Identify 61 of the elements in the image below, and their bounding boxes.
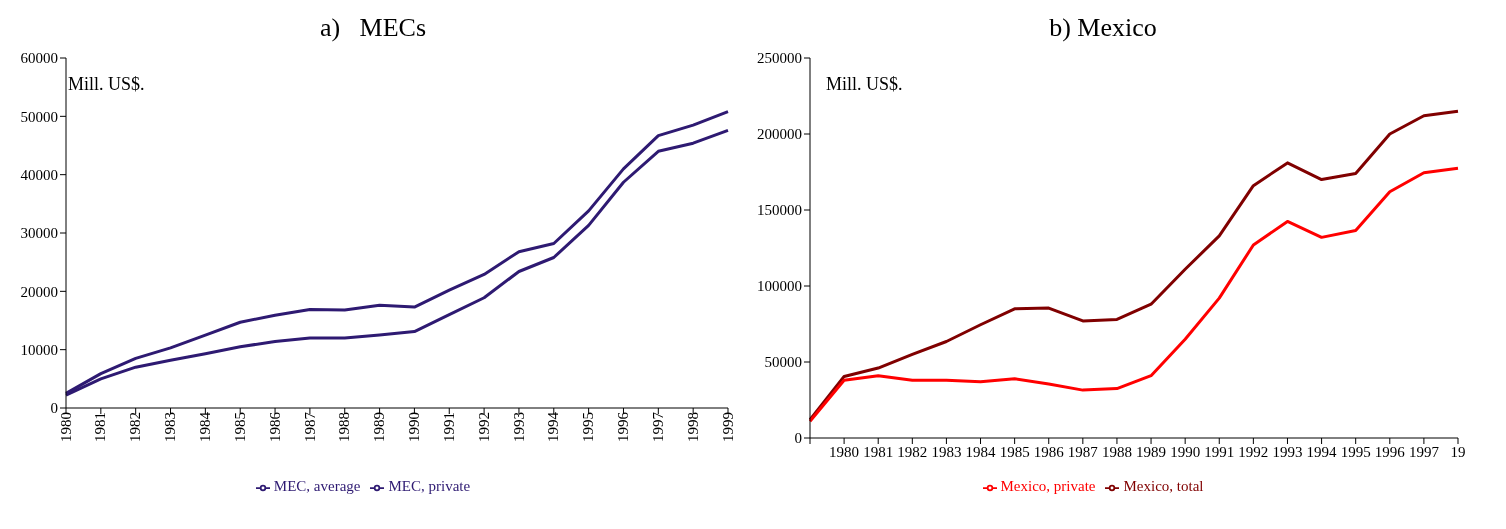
x-tick-label: 1992 (1238, 443, 1269, 460)
x-tick-label: 1990 (406, 412, 423, 442)
x-tick-label: 1980 (57, 412, 74, 442)
line-series (808, 166, 1460, 423)
legend-label: MEC, average (273, 478, 361, 494)
x-tick-label: 1993 (1272, 443, 1303, 460)
y-tick-label: 250000 (757, 50, 802, 67)
y-tick-label: 20000 (20, 283, 58, 300)
x-tick-label: 1986 (266, 411, 283, 442)
legend-label: Mexico, private (1000, 478, 1096, 494)
y-tick-label: 150000 (757, 202, 802, 219)
y-tick-label: 200000 (757, 126, 802, 143)
x-tick-label: 1998 (684, 412, 701, 442)
chart-title: b) Mexico (1048, 12, 1158, 44)
x-tick-label: 1987 (301, 411, 318, 442)
x-tick-label: 1983 (162, 412, 179, 442)
x-tick-label: 1997 (1408, 443, 1440, 460)
x-tick-label: 1999 (719, 412, 736, 442)
x-tick-label: 1995 (1340, 443, 1371, 460)
x-tick-label: 1981 (863, 443, 894, 460)
annotation: Mill. US$. (68, 74, 145, 95)
x-tick-label: 1990 (1170, 443, 1201, 460)
x-tick-label: 1996 (1374, 443, 1406, 460)
y-tick-label: 10000 (20, 341, 58, 358)
x-tick-label: 1991 (1204, 443, 1235, 460)
x-tick-label: 1988 (336, 412, 353, 442)
x-tick-label: 1996 (615, 411, 632, 442)
x-tick-label: 1985 (999, 443, 1030, 460)
x-tick-label: 1995 (580, 412, 597, 442)
x-tick-label: 1988 (1101, 443, 1132, 460)
x-tick-label: 1982 (897, 443, 928, 460)
x-tick-label: 1986 (1033, 443, 1065, 460)
x-tick-label: 1985 (231, 412, 248, 442)
x-tick-label: 1987 (1067, 443, 1099, 460)
annotation: Mill. US$. (826, 74, 903, 95)
y-tick-label: 0 (50, 400, 58, 417)
x-tick-label: 1981 (92, 412, 109, 442)
x-tick-label: 1989 (371, 412, 388, 442)
x-tick-label: 1992 (475, 412, 492, 442)
x-tick-label: 1993 (510, 412, 527, 442)
x-tick-label: 1991 (440, 412, 457, 442)
x-tick-label: 1984 (965, 443, 997, 460)
x-tick-label: 1982 (127, 412, 144, 442)
x-tick-label: 1984 (197, 411, 214, 442)
x-tick-label: 19 (1450, 443, 1466, 460)
y-tick-label: 0 (794, 430, 802, 447)
x-tick-label: 1980 (829, 443, 860, 460)
x-tick-label: 1989 (1136, 443, 1167, 460)
x-tick-label: 1994 (1306, 443, 1338, 460)
y-tick-label: 100000 (757, 278, 802, 295)
y-tick-label: 30000 (20, 225, 58, 242)
y-tick-label: 50000 (20, 108, 58, 125)
chart-title: a) MECs (318, 12, 428, 44)
y-tick-label: 60000 (20, 50, 58, 67)
x-tick-label: 1997 (649, 411, 666, 442)
legend-label: MEC, private (388, 478, 471, 494)
y-tick-label: 50000 (764, 354, 802, 371)
legend-label: Mexico, total (1123, 478, 1204, 494)
x-tick-label: 1983 (931, 443, 962, 460)
x-tick-label: 1994 (545, 411, 562, 442)
y-tick-label: 40000 (20, 166, 58, 183)
